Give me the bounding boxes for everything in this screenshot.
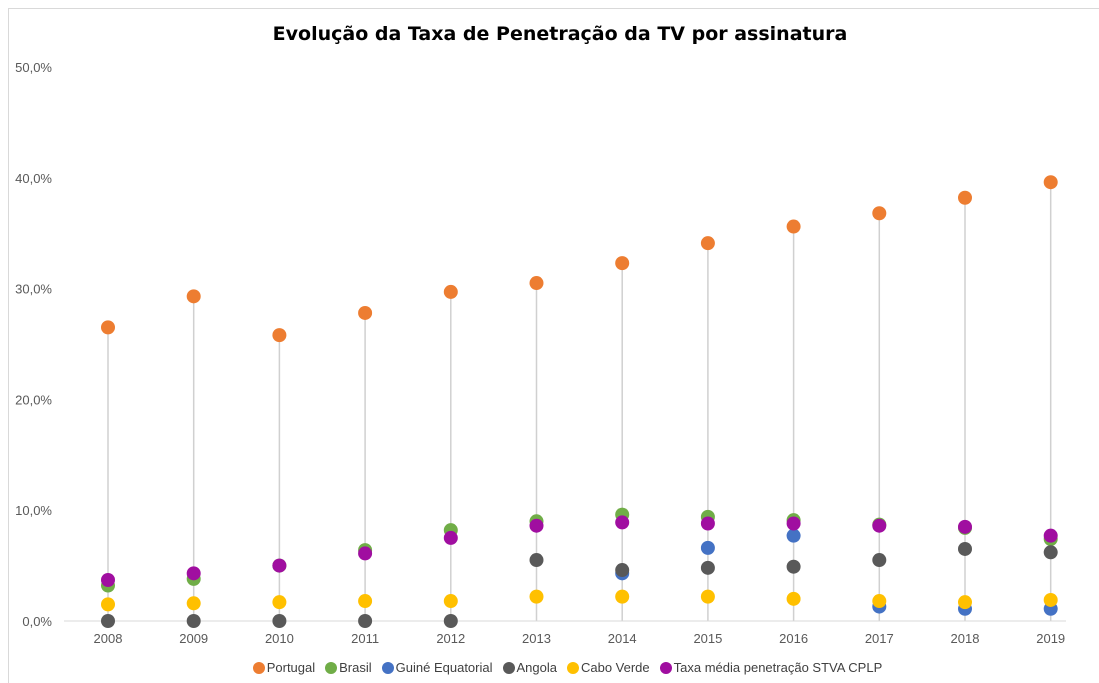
data-point-portugal [358,305,373,320]
data-point-guine-equatorial [700,540,715,555]
x-tick-label: 2019 [1036,631,1065,646]
y-tick-label: 50,0% [15,60,52,75]
legend-marker [502,661,515,674]
legend-item: Angola [502,660,557,675]
legend-item: Taxa média penetração STVA CPLP [659,660,883,675]
data-point-angola [529,553,544,568]
chart-title: Evolução da Taxa de Penetração da TV por… [272,23,848,45]
data-point-cabo-verde [615,589,630,604]
y-tick-label: 10,0% [15,503,52,518]
data-point-portugal [700,236,715,251]
data-point-cabo-verde [529,589,544,604]
data-point-angola [958,541,972,556]
legend-marker [381,661,394,674]
data-point-cabo-verde [1043,592,1058,607]
data-point-angola [272,614,287,628]
legend-marker [252,661,265,674]
data-point-angola [1043,545,1058,560]
legend-item: Portugal [252,660,316,675]
x-tick-label: 2013 [522,631,551,646]
y-tick-label: 0,0% [22,614,52,629]
legend-item: Cabo Verde [566,660,650,675]
x-tick-label: 2012 [436,631,465,646]
legend-item: Brasil [325,660,372,675]
data-point-angola [700,560,715,575]
data-point-portugal [872,206,887,221]
data-point-taxa-media-penetracao-stva-cplp [443,530,458,545]
legend-item: Guiné Equatorial [381,660,493,675]
data-point-cabo-verde [700,589,715,604]
y-tick-label: 20,0% [15,392,52,407]
legend-marker [566,661,579,674]
legend-label: Cabo Verde [580,660,650,675]
x-tick-label: 2017 [865,631,894,646]
data-point-taxa-media-penetracao-stva-cplp [101,573,115,588]
data-point-portugal [529,276,544,291]
x-tick-label: 2011 [351,631,379,646]
data-point-cabo-verde [358,594,373,609]
data-point-cabo-verde [101,597,115,612]
x-tick-label: 2010 [265,631,294,646]
data-point-portugal [186,289,201,304]
data-point-portugal [272,328,287,343]
data-point-taxa-media-penetracao-stva-cplp [872,518,887,533]
data-point-portugal [958,190,972,205]
data-point-cabo-verde [872,594,887,609]
x-tick-label: 2008 [94,631,123,646]
data-point-guine-equatorial [786,528,801,543]
data-point-taxa-media-penetracao-stva-cplp [358,546,373,561]
data-point-taxa-media-penetracao-stva-cplp [615,515,630,530]
y-tick-label: 40,0% [15,171,52,186]
data-point-angola [101,614,115,628]
data-point-taxa-media-penetracao-stva-cplp [786,516,801,531]
x-tick-label: 2014 [608,631,637,646]
x-tick-label: 2016 [779,631,808,646]
legend-label: Guiné Equatorial [395,660,493,675]
x-tick-label: 2015 [693,631,722,646]
data-point-cabo-verde [272,595,287,610]
data-point-angola [358,614,373,628]
data-point-portugal [786,219,801,234]
data-point-taxa-media-penetracao-stva-cplp [1043,528,1058,543]
legend-label: Taxa média penetração STVA CPLP [673,660,883,675]
x-tick-label: 2009 [179,631,208,646]
x-tick-label: 2018 [951,631,980,646]
data-point-cabo-verde [186,596,201,611]
data-point-portugal [443,284,458,299]
data-point-taxa-media-penetracao-stva-cplp [958,519,972,534]
data-point-portugal [101,320,115,335]
data-point-cabo-verde [958,595,972,610]
data-point-cabo-verde [443,594,458,609]
data-point-cabo-verde [786,591,801,606]
legend-label: Portugal [266,660,316,675]
data-point-taxa-media-penetracao-stva-cplp [272,558,287,573]
y-tick-label: 30,0% [15,282,52,297]
data-point-angola [615,563,630,578]
legend-label: Angola [516,660,557,675]
data-point-angola [786,559,801,574]
data-point-taxa-media-penetracao-stva-cplp [529,518,544,533]
legend: Portugal Brasil Guiné Equatorial Angola Cabo… [0,660,1099,675]
data-point-portugal [1043,175,1058,190]
data-point-angola [872,553,887,568]
data-point-taxa-media-penetracao-stva-cplp [700,516,715,531]
data-point-taxa-media-penetracao-stva-cplp [186,566,201,581]
data-point-angola [186,614,201,628]
legend-marker [659,661,672,674]
data-point-angola [443,614,458,628]
legend-marker [325,661,338,674]
legend-label: Brasil [339,660,372,675]
data-point-portugal [615,256,630,271]
